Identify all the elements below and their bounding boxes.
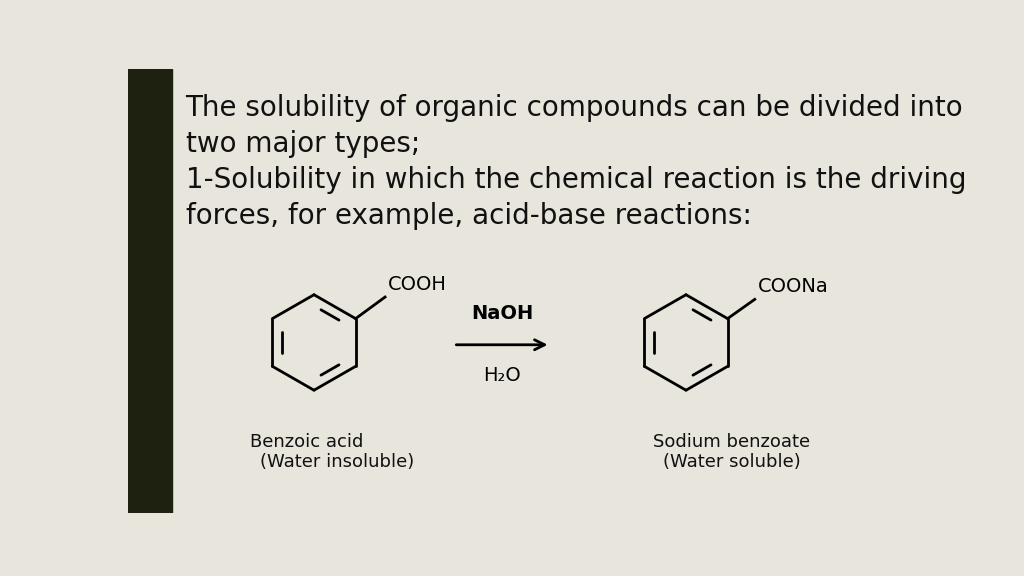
Bar [128,69,172,513]
Text: COOH: COOH [388,275,447,294]
Text: two major types;: two major types; [185,130,420,158]
Text: (Water insoluble): (Water insoluble) [260,453,414,471]
Text: 1-Solubility in which the chemical reaction is the driving: 1-Solubility in which the chemical react… [185,166,966,194]
Text: H₂O: H₂O [483,366,521,385]
Text: (Water soluble): (Water soluble) [663,453,801,471]
Text: The solubility of organic compounds can be divided into: The solubility of organic compounds can … [185,94,964,122]
Text: COONa: COONa [758,277,828,296]
Text: forces, for example, acid-base reactions:: forces, for example, acid-base reactions… [185,202,752,230]
Text: NaOH: NaOH [471,304,534,323]
Text: Benzoic acid: Benzoic acid [251,433,364,450]
Text: Sodium benzoate: Sodium benzoate [653,433,811,450]
